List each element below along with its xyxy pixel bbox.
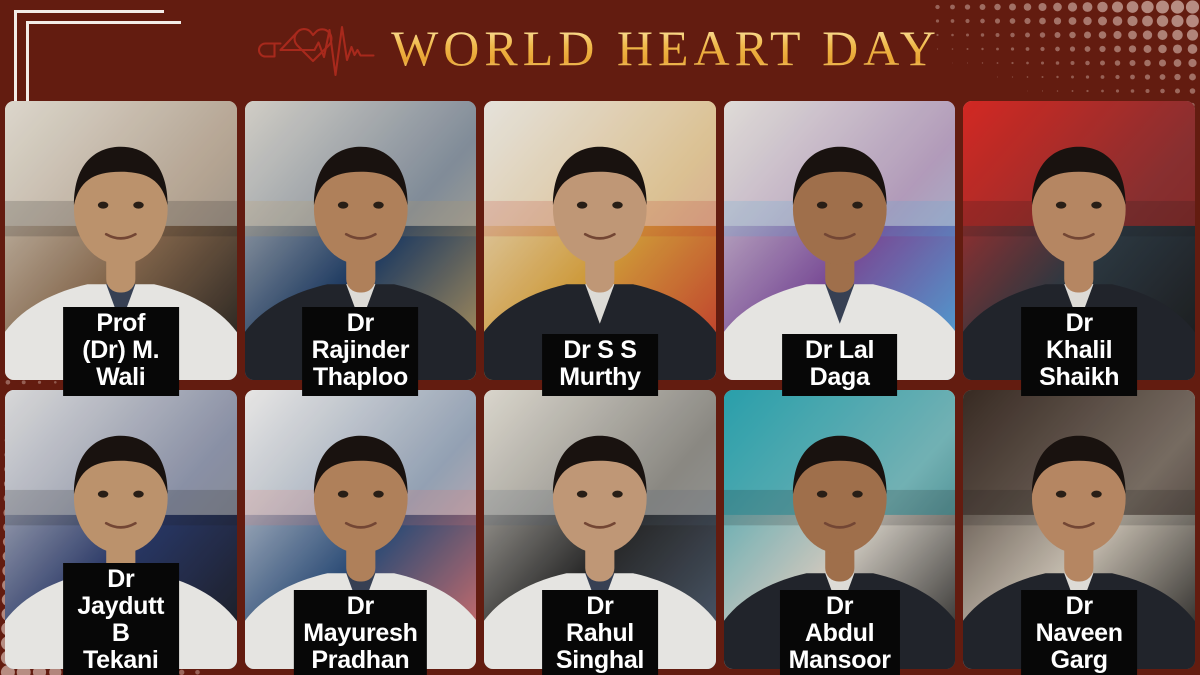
doctor-name-label: Dr Jaydutt B Tekani <box>62 563 179 675</box>
doctor-photo <box>963 101 1195 380</box>
doctor-photo <box>963 390 1195 669</box>
heart-ecg-icon <box>258 25 375 77</box>
doctor-name-label: Dr Rahul Singhal <box>542 590 658 675</box>
doctor-photo <box>484 390 716 669</box>
doctor-name-label: Dr Lal Daga <box>781 334 898 396</box>
doctor-name-label: Prof (Dr) M. Wali <box>62 307 179 396</box>
doctor-card[interactable]: Prof (Dr) M. Wali <box>5 101 237 396</box>
doctor-photo <box>244 101 477 380</box>
poster-header: WORLD HEART DAY <box>0 0 1200 96</box>
doctor-card[interactable]: Dr Abdul Mansoor <box>723 390 956 675</box>
doctor-card[interactable]: Dr Mayuresh Pradhan <box>244 390 477 675</box>
doctor-photo <box>484 101 716 380</box>
doctor-name-label: Dr Naveen Garg <box>1021 590 1138 675</box>
doctor-name-label: Dr S S Murthy <box>542 334 658 396</box>
doctor-card[interactable]: Dr Rahul Singhal <box>484 390 716 675</box>
doctor-name-label: Dr Mayuresh Pradhan <box>294 590 427 675</box>
doctor-card[interactable]: Dr S S Murthy <box>484 101 716 396</box>
doctor-card[interactable]: Dr Lal Daga <box>723 101 956 396</box>
doctor-name-label: Dr Rajinder Thaploo <box>302 307 419 396</box>
doctor-photo <box>723 101 956 380</box>
page-title: WORLD HEART DAY <box>391 23 947 73</box>
doctor-card[interactable]: Dr Rajinder Thaploo <box>244 101 477 396</box>
doctor-card[interactable]: Dr Naveen Garg <box>963 390 1195 675</box>
doctor-name-label: Dr Abdul Mansoor <box>779 590 900 675</box>
doctor-grid: Prof (Dr) M. Wali <box>5 101 1195 675</box>
doctor-card[interactable]: Dr Jaydutt B Tekani <box>5 390 237 675</box>
doctor-name-label: Dr Khalil Shaikh <box>1021 307 1138 396</box>
doctor-card[interactable]: Dr Khalil Shaikh <box>963 101 1195 396</box>
